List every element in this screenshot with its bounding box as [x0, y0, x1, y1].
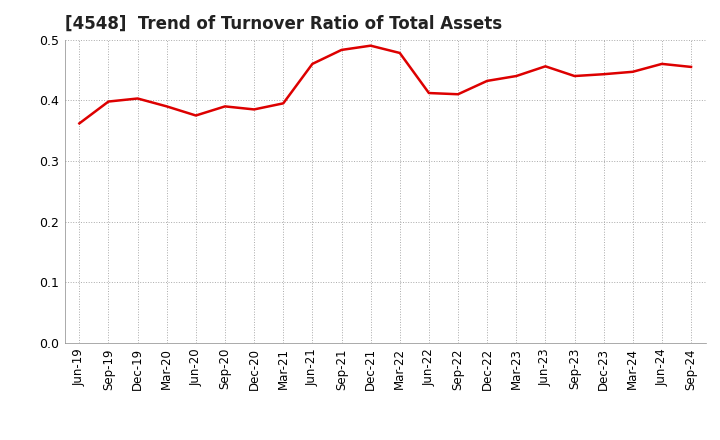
Text: [4548]  Trend of Turnover Ratio of Total Assets: [4548] Trend of Turnover Ratio of Total …	[65, 15, 502, 33]
